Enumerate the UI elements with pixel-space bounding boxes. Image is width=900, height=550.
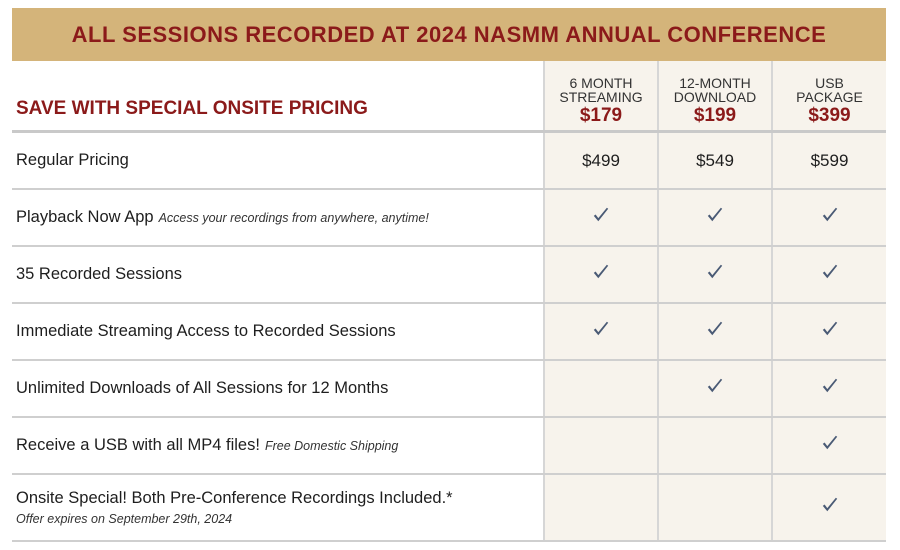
feature-cell-download	[657, 190, 771, 245]
feature-row: Unlimited Downloads of All Sessions for …	[12, 361, 886, 418]
checkmark-icon	[592, 263, 610, 286]
feature-label-line: Unlimited Downloads of All Sessions for …	[16, 379, 388, 398]
checkmark-icon	[821, 377, 839, 400]
feature-cell-usb	[771, 247, 886, 302]
feature-label-cell: Unlimited Downloads of All Sessions for …	[12, 361, 543, 416]
feature-label-cell: Immediate Streaming Access to Recorded S…	[12, 304, 543, 359]
plan-header-streaming: 6 MONTH STREAMING $179	[543, 61, 657, 130]
feature-cell-streaming	[543, 418, 657, 473]
feature-label-line: 35 Recorded Sessions	[16, 265, 182, 284]
feature-label: Receive a USB with all MP4 files!	[16, 436, 260, 454]
banner-title: ALL SESSIONS RECORDED AT 2024 NASMM ANNU…	[71, 21, 827, 47]
plan-price: $179	[579, 105, 623, 127]
feature-label-line: Receive a USB with all MP4 files! Free Do…	[16, 436, 398, 455]
feature-label-cell: Onsite Special! Both Pre-Conference Reco…	[12, 475, 543, 540]
checkmark-icon	[706, 320, 724, 343]
feature-cell-usb	[771, 190, 886, 245]
feature-note: Access your recordings from anywhere, an…	[158, 211, 429, 225]
plan-header-download: 12-MONTH DOWNLOAD $199	[657, 61, 771, 130]
feature-label: 35 Recorded Sessions	[16, 265, 183, 283]
feature-label: Immediate Streaming Access to Recorded S…	[16, 322, 396, 340]
checkmark-icon	[706, 377, 724, 400]
header-title: SAVE WITH SPECIAL ONSITE PRICING	[16, 98, 368, 119]
plan-name: USB PACKAGE	[796, 74, 863, 106]
feature-cell-streaming	[543, 304, 657, 359]
plan-header-usb: USB PACKAGE $399	[771, 61, 886, 130]
checkmark-icon	[821, 496, 839, 519]
checkmark-icon	[821, 263, 839, 286]
feature-rows: Playback Now App Access your recordings f…	[12, 190, 886, 542]
checkmark-icon	[706, 263, 724, 286]
checkmark-icon	[821, 320, 839, 343]
feature-note: Free Domestic Shipping	[264, 439, 399, 453]
feature-cell-download	[657, 418, 771, 473]
feature-row: Playback Now App Access your recordings f…	[12, 190, 886, 247]
header-row: SAVE WITH SPECIAL ONSITE PRICING 6 MONTH…	[12, 61, 886, 133]
feature-subnote: Offer expires on September 29th, 2024	[16, 512, 233, 526]
plan-price: $399	[808, 105, 851, 127]
checkmark-icon	[821, 206, 839, 229]
feature-label-line: Playback Now App Access your recordings f…	[16, 208, 429, 227]
feature-cell-usb	[771, 475, 886, 540]
pricing-table: SAVE WITH SPECIAL ONSITE PRICING 6 MONTH…	[12, 61, 886, 542]
feature-label-cell: Receive a USB with all MP4 files! Free Do…	[12, 418, 543, 473]
plan-name: 12-MONTH DOWNLOAD	[673, 74, 757, 106]
feature-cell-usb	[771, 304, 886, 359]
feature-row: Receive a USB with all MP4 files! Free Do…	[12, 418, 886, 475]
checkmark-icon	[706, 206, 724, 229]
feature-label-line: Immediate Streaming Access to Recorded S…	[16, 322, 396, 341]
feature-cell-download	[657, 361, 771, 416]
feature-cell-usb	[771, 361, 886, 416]
feature-cell-download	[657, 475, 771, 540]
row-label: Regular Pricing	[16, 151, 129, 169]
feature-label-cell: Playback Now App Access your recordings f…	[12, 190, 543, 245]
feature-cell-download	[657, 304, 771, 359]
plan-name: 6 MONTH STREAMING	[559, 74, 643, 106]
feature-cell-streaming	[543, 247, 657, 302]
feature-label: Onsite Special! Both Pre-Conference Reco…	[16, 489, 453, 507]
regular-pricing-row: Regular Pricing $499 $549 $599	[12, 133, 886, 190]
plan-price: $199	[693, 105, 737, 127]
regular-price-streaming: $499	[543, 133, 657, 188]
feature-label: Playback Now App	[16, 208, 154, 226]
feature-row: Immediate Streaming Access to Recorded S…	[12, 304, 886, 361]
feature-label: Unlimited Downloads of All Sessions for …	[16, 379, 389, 397]
feature-cell-streaming	[543, 190, 657, 245]
feature-label-cell: 35 Recorded Sessions	[12, 247, 543, 302]
feature-label-line: Onsite Special! Both Pre-Conference Reco…	[16, 489, 453, 508]
feature-row: 35 Recorded Sessions	[12, 247, 886, 304]
feature-cell-usb	[771, 418, 886, 473]
feature-cell-streaming	[543, 475, 657, 540]
regular-price-download: $549	[657, 133, 771, 188]
feature-cell-streaming	[543, 361, 657, 416]
checkmark-icon	[592, 320, 610, 343]
feature-row: Onsite Special! Both Pre-Conference Reco…	[12, 475, 886, 542]
checkmark-icon	[821, 434, 839, 457]
regular-price-usb: $599	[771, 133, 886, 188]
banner: ALL SESSIONS RECORDED AT 2024 NASMM ANNU…	[12, 8, 886, 61]
checkmark-icon	[592, 206, 610, 229]
feature-cell-download	[657, 247, 771, 302]
